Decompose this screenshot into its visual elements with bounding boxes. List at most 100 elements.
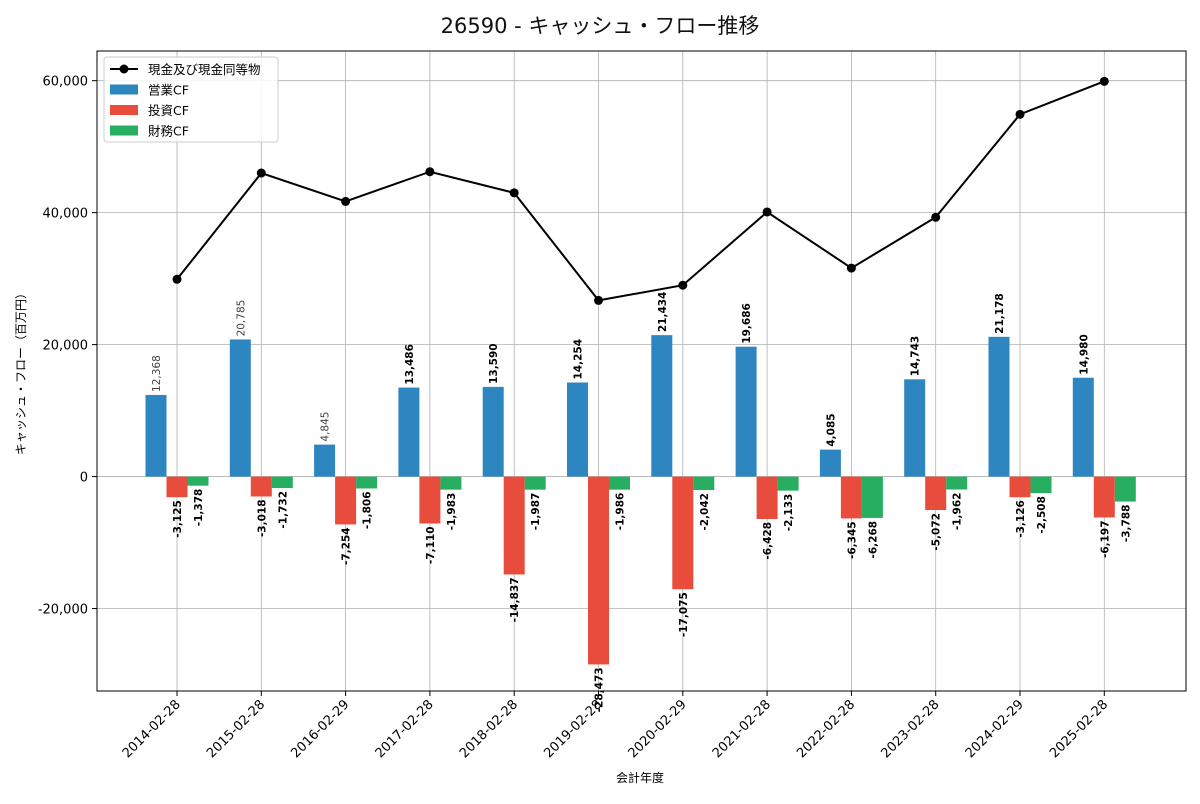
bar-投資CF (840, 476, 862, 519)
cash-point (341, 196, 351, 206)
bar-value-label: -1,983 (446, 493, 458, 531)
cash-point (1015, 109, 1025, 119)
x-tick-label: 2023-02-28 (878, 697, 942, 761)
cash-line (176, 80, 1105, 302)
cash-point (678, 280, 688, 290)
bar-投資CF (1093, 476, 1115, 518)
y-tick-label: 40,000 (43, 207, 89, 222)
x-tick-label: 2020-02-29 (626, 697, 690, 761)
bar-投資CF (756, 476, 778, 519)
bar-財務CF (1114, 476, 1136, 502)
bar-value-label: -1,986 (615, 493, 627, 531)
bar-財務CF (1030, 476, 1052, 494)
x-tick-label: 2025-02-28 (1047, 697, 1111, 761)
bar-投資CF (503, 476, 525, 575)
bar-value-label: 14,254 (573, 339, 585, 380)
x-tick-label: 2024-02-29 (963, 697, 1027, 761)
cash-point (594, 295, 603, 305)
bar-value-label: -1,732 (277, 491, 289, 529)
cash-point (172, 274, 182, 284)
bar-value-label: 12,368 (151, 355, 163, 392)
cash-point (256, 168, 266, 178)
legend-label: 財務CF (148, 124, 189, 139)
bar-value-label: 4,845 (320, 412, 332, 442)
bar-投資CF (672, 476, 694, 590)
bar-財務CF (356, 476, 378, 489)
bar-財務CF (946, 476, 968, 490)
bar-value-label: 13,590 (488, 343, 500, 384)
bar-value-label: -1,987 (530, 493, 542, 531)
bar-value-label: 14,743 (910, 336, 922, 377)
x-axis-label: 会計年度 (616, 770, 664, 785)
bar-財務CF (861, 476, 883, 518)
bar-value-label: -6,345 (846, 521, 858, 559)
bar-投資CF (335, 476, 357, 525)
legend-label: 現金及び現金同等物 (148, 62, 261, 77)
y-tick-label: 60,000 (43, 75, 89, 90)
x-tick-label: 2017-02-28 (373, 697, 437, 761)
cash-point (509, 188, 519, 198)
bar-value-label: -3,788 (1120, 505, 1132, 543)
bar-value-label: -1,378 (193, 489, 205, 527)
legend-swatch-marker (119, 64, 129, 74)
x-tick-label: 2014-02-28 (120, 697, 184, 761)
bar-財務CF (777, 476, 799, 491)
bar-投資CF (419, 476, 441, 524)
legend-swatch (110, 105, 138, 115)
bar-投資CF (250, 476, 272, 497)
bar-value-label: 19,686 (741, 303, 753, 344)
bar-value-label: -6,428 (762, 522, 774, 560)
cash-point (931, 212, 941, 222)
bar-value-label: 14,980 (1078, 334, 1090, 375)
bar-value-label: -17,075 (678, 592, 690, 637)
bar-value-label: -7,254 (341, 527, 353, 565)
bar-value-label: 20,785 (235, 300, 247, 337)
bar-財務CF (609, 476, 630, 490)
y-tick-label: 20,000 (43, 339, 89, 354)
bar-value-label: -1,962 (952, 493, 964, 531)
bar-value-label: -1,806 (362, 491, 374, 529)
bar-財務CF (693, 476, 715, 491)
bar-value-label: -3,126 (1015, 500, 1027, 538)
bar-value-label: 13,486 (404, 344, 416, 385)
cash-point (846, 263, 856, 273)
x-tick-label: 2022-02-28 (794, 697, 858, 761)
bar-value-label: -3,125 (172, 500, 184, 538)
x-tick-label: 2015-02-28 (204, 697, 268, 761)
bar-営業CF (735, 346, 757, 477)
bar-営業CF (229, 339, 251, 477)
bar-営業CF (819, 449, 841, 477)
bar-value-label: -2,133 (783, 494, 795, 532)
bar-value-label: -6,197 (1099, 520, 1111, 558)
bar-営業CF (904, 379, 926, 477)
bar-value-label: -7,110 (425, 526, 437, 564)
bar-投資CF (1009, 476, 1031, 498)
bar-営業CF (988, 336, 1010, 477)
x-tick-label: 2021-02-28 (710, 697, 774, 761)
bar-営業CF (651, 335, 673, 477)
bar-営業CF (1072, 377, 1094, 477)
bar-財務CF (187, 476, 209, 486)
cash-point (1099, 76, 1109, 86)
legend-label: 営業CF (148, 83, 189, 98)
bar-財務CF (440, 476, 462, 490)
bar-value-label: 4,085 (825, 413, 837, 446)
bar-投資CF (925, 476, 947, 511)
cash-point (762, 207, 772, 217)
x-tick-label: 2018-02-28 (457, 697, 521, 761)
y-tick-label: -20,000 (38, 603, 88, 618)
legend-swatch (110, 84, 138, 95)
plot-frame (96, 50, 1187, 692)
bar-投資CF (166, 476, 188, 498)
bar-営業CF (145, 394, 167, 477)
bar-value-label: -28,473 (594, 667, 606, 712)
bar-value-label: -14,837 (509, 577, 521, 622)
bar-財務CF (271, 476, 293, 488)
bar-value-label: -2,508 (1036, 496, 1048, 534)
bar-営業CF (314, 444, 336, 477)
bar-value-label: -5,072 (931, 513, 943, 551)
bar-value-label: 21,434 (657, 292, 669, 333)
bar-value-label: 21,178 (994, 293, 1006, 334)
